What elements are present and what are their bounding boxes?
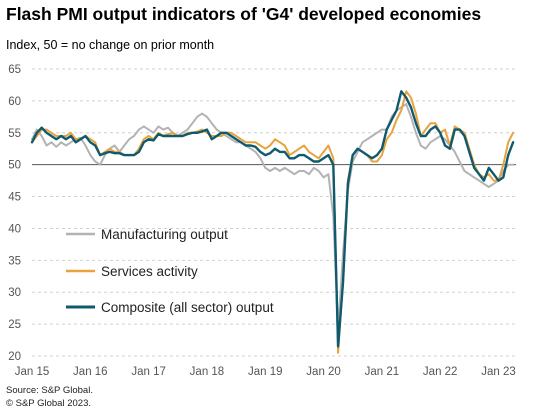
y-tick-label: 30 <box>8 287 21 299</box>
x-tick-label: Jan 16 <box>73 366 108 378</box>
legend-label: Composite (all sector) output <box>101 300 274 315</box>
chart-title: Flash PMI output indicators of 'G4' deve… <box>6 4 482 24</box>
legend-label: Services activity <box>101 264 198 279</box>
legend: Manufacturing output Services activity Com… <box>66 227 274 315</box>
y-tick-label: 40 <box>8 223 21 235</box>
x-axis-ticks: Jan 15 Jan 16 Jan 17 Jan 18 Jan 19 Jan 20 Jan … <box>15 366 516 378</box>
y-tick-label: 20 <box>8 351 21 363</box>
y-tick-label: 45 <box>8 192 21 204</box>
x-tick-label: Jan 21 <box>365 366 400 378</box>
series-line-composite <box>30 90 515 348</box>
y-axis-ticks: 20 25 30 35 40 45 50 55 60 65 <box>8 64 21 363</box>
legend-label: Manufacturing output <box>101 227 228 242</box>
x-tick-label: Jan 22 <box>423 366 458 378</box>
x-tick-label: Jan 15 <box>15 366 50 378</box>
chart-subtitle: Index, 50 = no change on prior month <box>6 38 215 52</box>
source-note: Source: S&P Global. <box>6 385 93 396</box>
series-lines <box>30 90 515 354</box>
x-tick-label: Jan 19 <box>248 366 283 378</box>
grid-lines <box>32 68 516 357</box>
x-tick-label: Jan 23 <box>481 366 516 378</box>
copyright-note: © S&P Global 2023. <box>6 398 91 409</box>
x-tick-label: Jan 17 <box>131 366 166 378</box>
y-tick-label: 65 <box>8 64 21 76</box>
series-line-manufacturing <box>31 103 515 332</box>
y-tick-label: 55 <box>8 128 21 140</box>
x-tick-label: Jan 18 <box>190 366 225 378</box>
x-tick-label: Jan 20 <box>306 366 341 378</box>
y-tick-label: 25 <box>8 319 21 331</box>
y-tick-label: 50 <box>8 160 21 172</box>
y-tick-label: 35 <box>8 255 21 267</box>
y-tick-label: 60 <box>8 96 21 108</box>
series-line-services <box>31 90 515 354</box>
